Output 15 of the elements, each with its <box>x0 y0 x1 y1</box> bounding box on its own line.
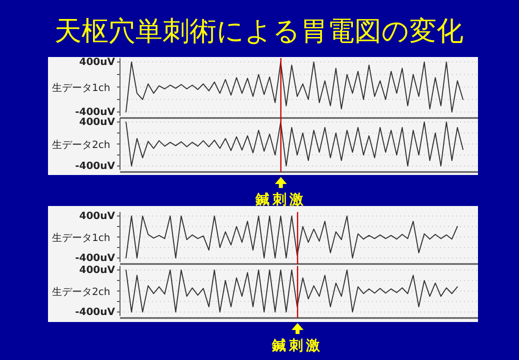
y-tick-label: 400uV <box>79 265 116 276</box>
y-tick-label: -400uV <box>75 253 116 264</box>
y-tick-label: 400uV <box>79 117 116 128</box>
y-tick-label: -400uV <box>75 307 116 318</box>
y-tick-label: 400uV <box>79 57 116 68</box>
text: 鍼刺激 <box>271 338 324 354</box>
y-axis-title: 生データ1ch <box>52 232 110 244</box>
y-tick-label: 400uV <box>79 211 116 222</box>
y-axis-title: 生データ2ch <box>52 139 110 151</box>
y-axis-title: 生データ2ch <box>52 286 110 298</box>
y-tick-label: -400uV <box>75 161 116 172</box>
y-tick-label: -400uV <box>75 107 116 118</box>
text: 鍼刺激 <box>254 192 306 208</box>
y-axis-title: 生データ1ch <box>52 82 110 94</box>
chart-title: 天枢穴単刺術による胃電図の変化 <box>54 16 464 47</box>
